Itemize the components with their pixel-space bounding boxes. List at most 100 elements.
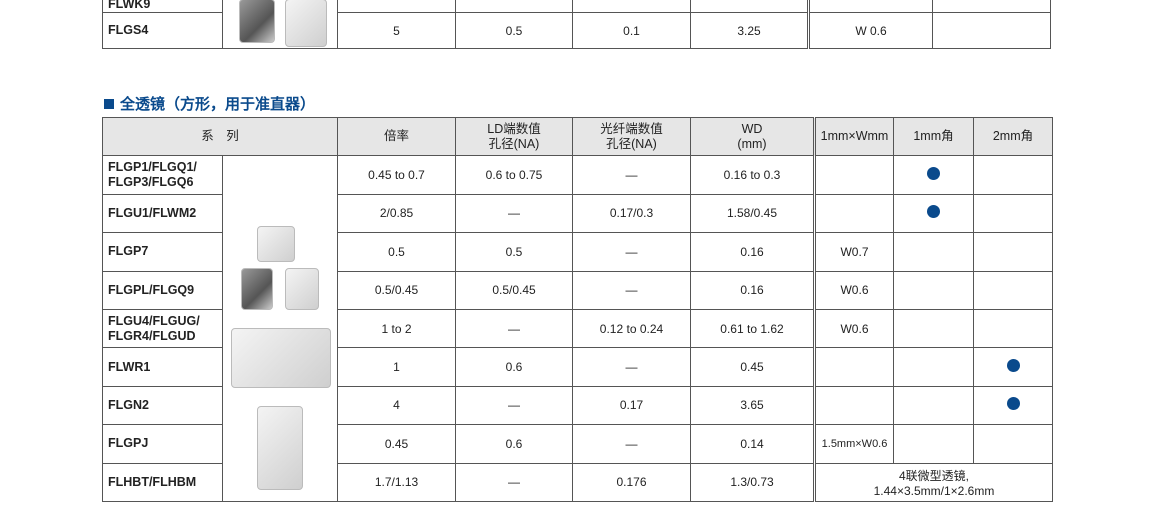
header-wd: WD (mm) <box>690 116 816 157</box>
1mm-cell <box>893 385 974 426</box>
size-cell <box>814 193 894 234</box>
mag-cell: 0.5 <box>337 232 456 272</box>
fiber-na-cell: — <box>572 424 691 464</box>
header-c3: 2mm角 <box>973 116 1053 157</box>
series-name: FLGPJ <box>102 424 223 464</box>
table-row: FLGPL/FLGQ9 0.5/0.45 0.5/0.45 — 0.16 W0.6 <box>102 270 1053 310</box>
mag-cell: 0.45 to 0.7 <box>337 155 456 195</box>
header-mag: 倍率 <box>337 116 456 157</box>
mag-cell: 1 <box>337 347 456 387</box>
table-row: FLGN2 4 — 0.17 3.65 <box>102 385 1053 426</box>
wd-cell: 0.16 to 0.3 <box>690 155 816 195</box>
mag-cell: 2/0.85 <box>337 193 456 234</box>
series-name: FLHBT/FLHBM <box>102 462 223 502</box>
2mm-cell <box>973 155 1053 195</box>
header-c1: 1mm×Wmm <box>814 116 894 157</box>
1mm-cell <box>893 193 974 234</box>
ld-na-cell: — <box>455 193 573 234</box>
1mm-cell <box>893 424 974 464</box>
1mm-cell <box>893 232 974 272</box>
size-cell <box>814 347 894 387</box>
table-row: FLGP1/FLGQ1/ FLGP3/FLGQ6 0.45 to 0.7 0.6… <box>102 155 1053 502</box>
series-name: FLGN2 <box>102 385 223 426</box>
fiber-na-cell: — <box>572 155 691 195</box>
availability-dot <box>927 167 940 181</box>
size-cell: W0.7 <box>814 232 894 272</box>
table-row: FLGU1/FLWM2 2/0.85 — 0.17/0.3 1.58/0.45 <box>102 193 1053 234</box>
1mm-cell <box>893 155 974 195</box>
wd-cell: 0.45 <box>690 347 816 387</box>
availability-dot <box>927 205 940 219</box>
wd-cell: 3.65 <box>690 385 816 426</box>
ld-na-cell: — <box>455 385 573 426</box>
product-image <box>222 155 338 502</box>
fiber-na-cell: — <box>572 347 691 387</box>
ld-na-cell: 0.5/0.45 <box>455 270 573 310</box>
note-cell: 4联微型透镜, 1.44×3.5mm/1×2.6mm <box>814 462 1053 502</box>
wd-cell: 0.61 to 1.62 <box>690 308 816 349</box>
mag-cell: 1.7/1.13 <box>337 462 456 502</box>
cell: 0.1 <box>572 12 691 49</box>
ld-na-cell: 0.6 <box>455 347 573 387</box>
fiber-na-cell: 0.176 <box>572 462 691 502</box>
ld-na-cell: 0.6 to 0.75 <box>455 155 573 195</box>
cell: 5 <box>337 12 456 49</box>
top-spec-table: FLWK9 FLGS4 5 0.5 0.1 3.25 W 0.6 <box>102 0 1051 49</box>
spec-table: 系 列 倍率 LD端数值 孔径(NA) 光纤端数值 孔径(NA) WD (mm) 1m… <box>102 116 1053 502</box>
series-name: FLGP1/FLGQ1/ FLGP3/FLGQ6 <box>102 155 223 195</box>
series-name: FLGS4 <box>102 12 223 49</box>
2mm-cell <box>973 270 1053 310</box>
cell <box>932 12 1051 49</box>
series-name: FLWK9 <box>102 0 223 13</box>
wd-cell: 1.3/0.73 <box>690 462 816 502</box>
mag-cell: 1 to 2 <box>337 308 456 349</box>
mag-cell: 4 <box>337 385 456 426</box>
table-row: FLWK9 <box>102 0 1051 49</box>
header-c2: 1mm角 <box>893 116 974 157</box>
size-cell <box>814 155 894 195</box>
series-name: FLWR1 <box>102 347 223 387</box>
fiber-na-cell: 0.17/0.3 <box>572 193 691 234</box>
section-title: 全透镜（方形，用于准直器） <box>104 93 315 114</box>
2mm-cell <box>973 193 1053 234</box>
fiber-na-cell: 0.17 <box>572 385 691 426</box>
square-bullet-icon <box>104 99 114 109</box>
header-series: 系 列 <box>102 116 338 157</box>
1mm-cell <box>893 270 974 310</box>
fiber-na-cell: — <box>572 270 691 310</box>
2mm-cell <box>973 347 1053 387</box>
series-name: FLGU1/FLWM2 <box>102 193 223 234</box>
ld-na-cell: — <box>455 462 573 502</box>
1mm-cell <box>893 308 974 349</box>
table-row: FLGP7 0.5 0.5 — 0.16 W0.7 <box>102 232 1053 272</box>
cell: 3.25 <box>690 12 810 49</box>
ld-na-cell: 0.6 <box>455 424 573 464</box>
ld-na-cell: 0.5 <box>455 232 573 272</box>
2mm-cell <box>973 232 1053 272</box>
size-cell: 1.5mm×W0.6 <box>814 424 894 464</box>
header-row: 系 列 倍率 LD端数值 孔径(NA) 光纤端数值 孔径(NA) WD (mm) 1m… <box>102 116 1053 157</box>
fiber-na-cell: 0.12 to 0.24 <box>572 308 691 349</box>
availability-dot <box>1006 397 1020 411</box>
series-name: FLGU4/FLGUG/ FLGR4/FLGUD <box>102 308 223 349</box>
2mm-cell <box>973 424 1053 464</box>
2mm-cell <box>973 308 1053 349</box>
mag-cell: 0.5/0.45 <box>337 270 456 310</box>
size-cell: W0.6 <box>814 308 894 349</box>
availability-dot <box>1006 359 1020 373</box>
header-ld-na: LD端数值 孔径(NA) <box>455 116 573 157</box>
table-row: FLGS4 5 0.5 0.1 3.25 W 0.6 <box>102 12 1051 49</box>
ld-na-cell: — <box>455 308 573 349</box>
wd-cell: 0.16 <box>690 232 816 272</box>
wd-cell: 1.58/0.45 <box>690 193 816 234</box>
table-row: FLGPJ 0.45 0.6 — 0.14 1.5mm×W0.6 <box>102 424 1053 464</box>
1mm-cell <box>893 347 974 387</box>
2mm-cell <box>973 385 1053 426</box>
table-row: FLGU4/FLGUG/ FLGR4/FLGUD 1 to 2 — 0.12 to… <box>102 308 1053 349</box>
product-image <box>222 0 338 49</box>
cell: 0.5 <box>455 12 573 49</box>
size-cell <box>814 385 894 426</box>
mag-cell: 0.45 <box>337 424 456 464</box>
wd-cell: 0.14 <box>690 424 816 464</box>
cell: W 0.6 <box>808 12 933 49</box>
